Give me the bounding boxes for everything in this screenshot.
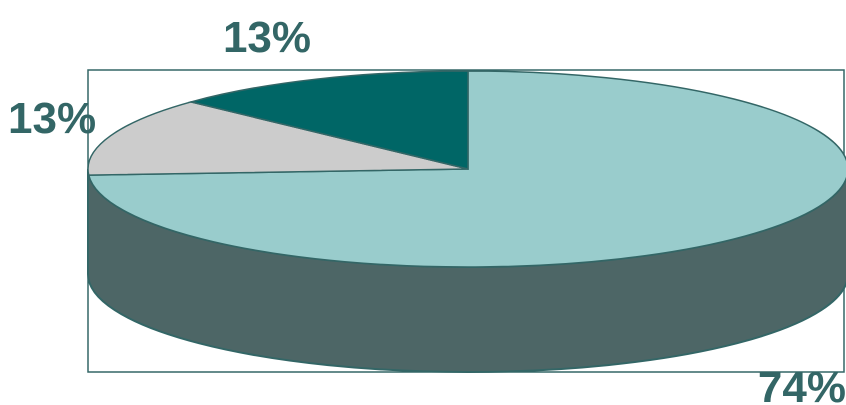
slice-label-74-percent: 74% [758,363,846,405]
pie-slices [88,71,846,267]
slice-label-13-percent-teal: 13% [223,13,311,62]
slice-label-13-percent-grey: 13% [8,94,96,143]
